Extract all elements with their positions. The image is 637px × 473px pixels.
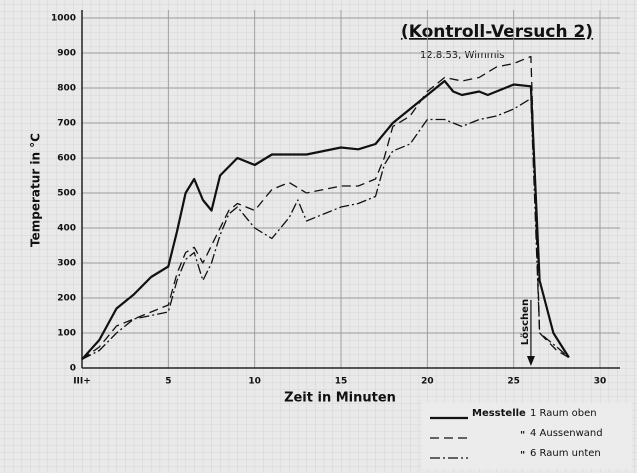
- x-tick-label: 25: [507, 377, 520, 387]
- x-axis-label: Zeit in Minuten: [284, 391, 396, 406]
- annotation: Löschen: [520, 299, 531, 345]
- y-tick-label: 200: [57, 294, 76, 304]
- y-tick-label: 1000: [51, 14, 76, 24]
- legend-label: 4 Aussenwand: [530, 428, 603, 439]
- y-tick-label: 900: [57, 49, 76, 59]
- legend-title: Messtelle: [472, 408, 526, 419]
- legend-label: 1 Raum oben: [530, 408, 597, 419]
- x-tick-label: 10: [248, 377, 261, 387]
- series-line: [81, 97, 570, 360]
- y-tick-label: 600: [57, 154, 76, 164]
- series-line: [81, 79, 570, 361]
- x-tick-label: 30: [594, 377, 607, 387]
- x-tick-label: 20: [421, 377, 434, 387]
- y-tick-label: 700: [57, 119, 76, 129]
- x-tick-label: III+: [73, 377, 91, 387]
- y-tick-label: 100: [57, 329, 76, 339]
- legend-ditto: ": [520, 430, 525, 441]
- chart-subtitle: 12.8.53, Wimmis: [420, 50, 504, 61]
- y-axis-label: Temperatur in °C: [29, 133, 43, 247]
- legend-label: 6 Raum unten: [530, 448, 601, 459]
- x-tick-label: 15: [335, 377, 348, 387]
- series-line: [81, 55, 570, 360]
- annotation-arrowhead: [526, 356, 535, 366]
- chart-title: (Kontroll-Versuch 2): [401, 22, 593, 42]
- y-tick-label: 300: [57, 259, 76, 269]
- y-tick-label: 400: [57, 224, 76, 234]
- x-tick-label: 5: [165, 377, 171, 387]
- y-tick-label: 0: [70, 364, 76, 374]
- legend-ditto: ": [520, 450, 525, 461]
- y-tick-label: 800: [57, 84, 76, 94]
- y-tick-label: 500: [57, 189, 76, 199]
